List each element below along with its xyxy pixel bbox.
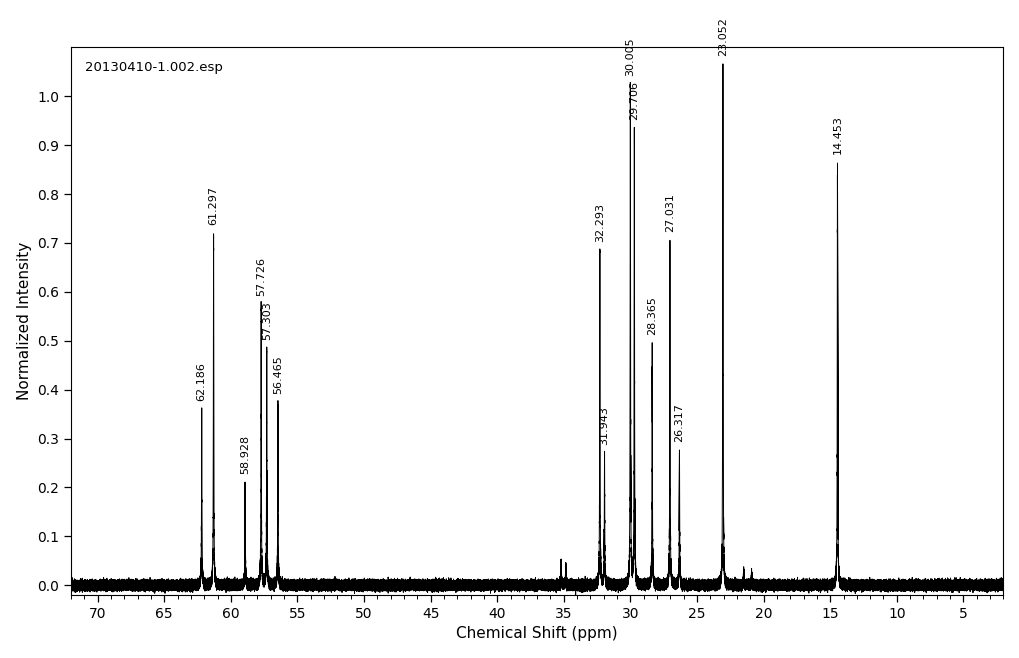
Text: 32.293: 32.293 [594, 203, 604, 242]
Text: 26.317: 26.317 [674, 403, 684, 442]
Text: 29.706: 29.706 [629, 81, 639, 120]
Text: 61.297: 61.297 [208, 186, 218, 225]
Text: 28.365: 28.365 [646, 296, 656, 335]
Text: 57.726: 57.726 [256, 257, 266, 295]
Text: 14.453: 14.453 [832, 115, 842, 154]
X-axis label: Chemical Shift (ppm): Chemical Shift (ppm) [455, 626, 618, 642]
Text: 58.928: 58.928 [239, 435, 250, 474]
Text: 31.943: 31.943 [599, 406, 609, 445]
Text: 57.303: 57.303 [262, 301, 271, 340]
Text: 20130410-1.002.esp: 20130410-1.002.esp [85, 61, 223, 74]
Text: 62.186: 62.186 [197, 362, 207, 401]
Text: 23.052: 23.052 [717, 17, 728, 56]
Y-axis label: Normalized Intensity: Normalized Intensity [16, 242, 32, 400]
Text: 30.005: 30.005 [625, 37, 635, 76]
Text: 56.465: 56.465 [273, 355, 282, 393]
Text: 27.031: 27.031 [664, 193, 675, 232]
